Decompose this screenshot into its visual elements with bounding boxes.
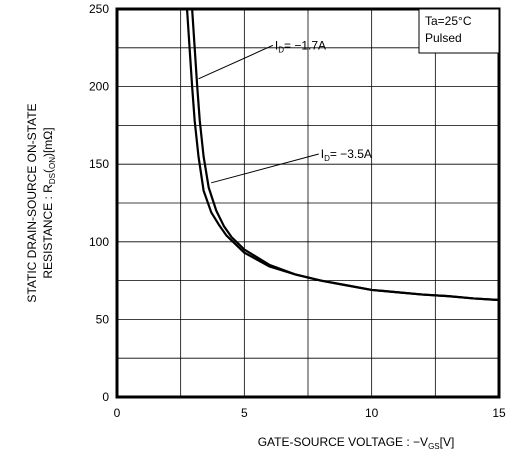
x-tick-label: 0 [114,406,121,420]
y-axis-title-sub2: ON [48,157,57,169]
y-axis-title-main: RESISTANCE : R [41,184,55,279]
y-tick-label: 250 [89,2,109,16]
y-axis-title-mid: ( [41,169,55,173]
series-leader-line [198,44,274,80]
y-tick-label: 0 [102,390,109,404]
series-label: ID= −3.5A [321,147,372,163]
x-tick-label: 10 [365,406,379,420]
series-label-post: = −1.7A [284,38,326,52]
series-label-main: I [275,38,278,52]
legend-line: Pulsed [425,31,462,45]
y-tick-label: 50 [96,312,110,326]
axis-titles: GATE-SOURCE VOLTAGE : −VGS[V] STATIC DRAI… [25,103,454,451]
legend-line: Ta=25°C [425,14,472,28]
series-label-main: I [321,147,324,161]
x-axis-title: GATE-SOURCE VOLTAGE : −VGS[V] [258,435,455,451]
plot-frame [115,7,501,399]
series-line-2 [191,9,499,302]
series-layer [185,9,499,302]
legend-box [418,8,500,54]
series-label-post: = −3.5A [330,147,372,161]
x-tick-label: 15 [492,406,506,420]
y-tick-label: 100 [89,235,109,249]
series-label-sub: D [278,45,284,54]
y-axis-title-unit: )[mΩ] [41,127,55,157]
y-tick-label: 200 [89,80,109,94]
y-axis-title-sub: DS [48,173,57,184]
series-label: ID= −1.7A [275,38,326,54]
x-tick-label: 5 [241,406,248,420]
y-tick-label: 150 [89,157,109,171]
grid [117,9,499,397]
x-axis-title-unit: [V] [440,435,455,449]
y-axis-title-line1: STATIC DRAIN-SOURCE ON-STATE [25,103,39,302]
series-label-sub: D [324,154,330,163]
series-leader-line [211,153,319,184]
y-axis-title-line2: RESISTANCE : RDS(ON)[mΩ] [41,127,57,278]
legend: Ta=25°C Pulsed [418,8,500,54]
x-axis-title-main: GATE-SOURCE VOLTAGE : −V [258,435,428,449]
x-axis-title-sub: GS [428,442,440,451]
